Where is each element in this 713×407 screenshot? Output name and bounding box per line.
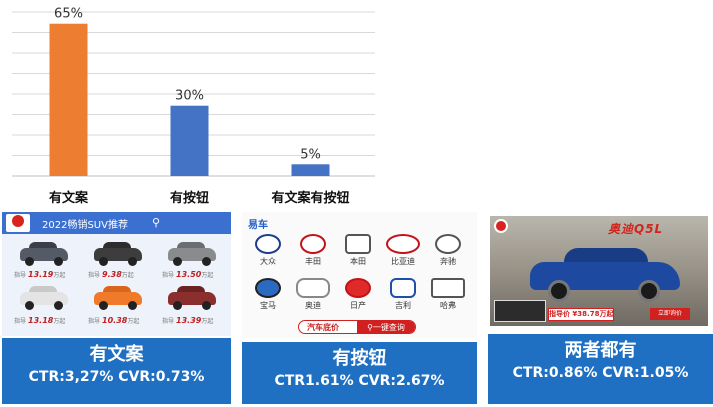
yiche-logo: 易车 bbox=[248, 220, 268, 231]
yiche-logo-icon bbox=[6, 214, 30, 232]
interior-thumbnail bbox=[494, 300, 546, 322]
bmw-logo-icon bbox=[255, 278, 281, 298]
audi-logo-icon bbox=[296, 278, 330, 298]
panel-metrics: CTR:0.86% CVR:1.05% bbox=[512, 365, 689, 381]
ad-panel-button: 易车 大众 丰田 本田 比亚迪 奔驰 宝马 奥迪 日产 吉利 哈弗 汽车底价 ⚲… bbox=[242, 212, 477, 404]
car-price: 指导 13.19万起 bbox=[14, 270, 66, 279]
bar-3 bbox=[291, 164, 330, 176]
ad-creative-both[interactable]: 奥迪Q5L 指导价 ¥38.78万起 立即询价 bbox=[490, 216, 708, 326]
car-image bbox=[16, 240, 72, 266]
brand-geely[interactable]: 吉利 bbox=[383, 278, 423, 311]
byd-logo-icon bbox=[386, 234, 420, 254]
car-price: 指导 13.18万起 bbox=[14, 316, 66, 325]
car-image bbox=[16, 284, 72, 310]
panel-metrics: CTR:3,27% CVR:0.73% bbox=[28, 369, 205, 385]
car-price: 指导 13.50万起 bbox=[162, 270, 214, 279]
chart-data-labels: 65% 30% 5% bbox=[54, 7, 321, 163]
brand-audi[interactable]: 奥迪 bbox=[293, 278, 333, 311]
data-label-2: 30% bbox=[175, 89, 204, 104]
bar-2 bbox=[170, 105, 209, 176]
panel-caption: 两者都有 CTR:0.86% CVR:1.05% bbox=[488, 334, 713, 404]
brand-bmw[interactable]: 宝马 bbox=[248, 278, 288, 311]
panel-title: 有按钮 bbox=[332, 348, 387, 369]
query-bar-label: 汽车底价 bbox=[307, 323, 339, 332]
brand-nissan[interactable]: 日产 bbox=[338, 278, 378, 311]
chart-bars bbox=[49, 23, 330, 177]
brand-haval[interactable]: 哈弗 bbox=[428, 278, 468, 311]
yiche-logo-icon bbox=[494, 219, 508, 233]
query-bar: 汽车底价 ⚲一键查询 bbox=[298, 320, 416, 334]
car-price: 指导 9.38万起 bbox=[88, 270, 134, 279]
ad-creative-copy[interactable]: 2022畅销SUV推荐 ⚲ 指导 13.19万起 指导 9.38万起 指导 13.50… bbox=[2, 212, 231, 336]
car-price: 指导 13.39万起 bbox=[162, 316, 214, 325]
ad-creative-button[interactable]: 易车 大众 丰田 本田 比亚迪 奔驰 宝马 奥迪 日产 吉利 哈弗 汽车底价 ⚲… bbox=[242, 212, 477, 338]
car-image bbox=[164, 284, 220, 310]
panel-metrics: CTR1.61% CVR:2.67% bbox=[274, 373, 445, 389]
ad-panel-copy: 2022畅销SUV推荐 ⚲ 指导 13.19万起 指导 9.38万起 指导 13.50… bbox=[2, 212, 231, 404]
suv-image bbox=[530, 242, 680, 304]
category-label-1: 有文案 bbox=[49, 190, 89, 206]
category-label-3: 有文案有按钮 bbox=[271, 190, 349, 206]
nissan-logo-icon bbox=[345, 278, 371, 298]
brand-byd[interactable]: 比亚迪 bbox=[383, 234, 423, 267]
ad-header-bar: 2022畅销SUV推荐 ⚲ bbox=[2, 212, 231, 234]
panel-title: 两者都有 bbox=[564, 340, 637, 361]
price-tag: 指导价 ¥38.78万起 bbox=[548, 308, 614, 321]
one-click-query-button[interactable]: ⚲一键查询 bbox=[357, 321, 415, 333]
brand-honda[interactable]: 本田 bbox=[338, 234, 378, 267]
brand-vw[interactable]: 大众 bbox=[248, 234, 288, 267]
search-icon: ⚲ bbox=[367, 323, 373, 332]
bar-chart: 65%30%5% 有文案 有按钮 有文案有按钮 bbox=[12, 7, 375, 206]
car-image bbox=[164, 240, 220, 266]
brand-toyota[interactable]: 丰田 bbox=[293, 234, 333, 267]
haval-logo-icon bbox=[431, 278, 465, 298]
category-label-2: 有按钮 bbox=[170, 190, 209, 206]
vw-logo-icon bbox=[255, 234, 281, 254]
toyota-logo-icon bbox=[300, 234, 326, 254]
data-label-3: 5% bbox=[300, 147, 321, 162]
car-image bbox=[90, 240, 146, 266]
ad-panel-both: 奥迪Q5L 指导价 ¥38.78万起 立即询价 两者都有 CTR:0.86% C… bbox=[488, 212, 713, 404]
panel-caption: 有按钮 CTR1.61% CVR:2.67% bbox=[242, 342, 477, 404]
bar-1 bbox=[49, 23, 88, 177]
benz-logo-icon bbox=[435, 234, 461, 254]
ad-header-title: 2022畅销SUV推荐 bbox=[42, 220, 128, 231]
brand-benz[interactable]: 奔驰 bbox=[428, 234, 468, 267]
search-icon[interactable]: ⚲ bbox=[152, 216, 161, 229]
panel-title: 有文案 bbox=[89, 344, 144, 365]
chart-category-labels: 有文案 有按钮 有文案有按钮 bbox=[49, 190, 350, 206]
ad-headline: 奥迪Q5L bbox=[608, 222, 664, 236]
car-image bbox=[90, 284, 146, 310]
honda-logo-icon bbox=[345, 234, 371, 254]
inquire-button[interactable]: 立即询价 bbox=[650, 308, 690, 320]
car-price: 指导 10.38万起 bbox=[88, 316, 140, 325]
data-label-1: 65% bbox=[54, 7, 83, 22]
geely-logo-icon bbox=[390, 278, 416, 298]
panel-caption: 有文案 CTR:3,27% CVR:0.73% bbox=[2, 338, 231, 404]
